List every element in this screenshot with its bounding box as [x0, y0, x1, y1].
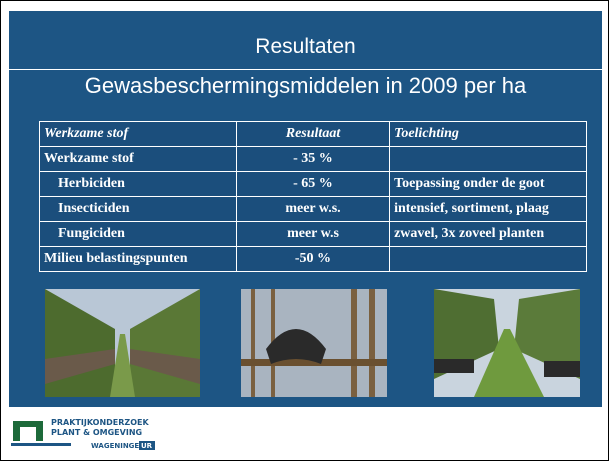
photo-rows — [434, 289, 580, 397]
table-cell: meer w.s — [236, 222, 389, 247]
logo-line: WAGENINGEN — [91, 442, 145, 450]
table-cell: - 35 % — [236, 147, 389, 172]
table-row: Herbiciden- 65 %Toepassing onder de goot — [40, 172, 587, 197]
header-cell: Resultaat — [236, 122, 389, 147]
table-cell: Insecticiden — [40, 197, 237, 222]
table-cell: Fungiciden — [40, 222, 237, 247]
photo-gutter — [241, 289, 387, 397]
logo: PRAKTIJKONDERZOEK PLANT & OMGEVING WAGEN… — [11, 413, 231, 453]
photo-greenhouse — [45, 289, 200, 397]
slide-body: Resultaten Gewasbeschermingsmiddelen in … — [9, 11, 602, 407]
table-cell: Herbiciden — [40, 172, 237, 197]
table-cell: zwavel, 3x zoveel planten — [390, 222, 587, 247]
table-cell — [390, 147, 587, 172]
table-cell: Milieu belastingspunten — [40, 247, 237, 272]
table-cell — [390, 247, 587, 272]
table-cell: intensief, sortiment, plaag — [390, 197, 587, 222]
logo-line: PRAKTIJKONDERZOEK — [51, 418, 149, 427]
logo-ur: UR — [141, 442, 153, 450]
header-cell: Toelichting — [390, 122, 587, 147]
table-cell: Toepassing onder de goot — [390, 172, 587, 197]
table-cell: - 65 % — [236, 172, 389, 197]
table-cell: Werkzame stof — [40, 147, 237, 172]
table-cell: meer w.s. — [236, 197, 389, 222]
table-cell: -50 % — [236, 247, 389, 272]
logo-line: PLANT & OMGEVING — [51, 428, 142, 437]
table-row: Werkzame stof- 35 % — [40, 147, 587, 172]
title-rule — [9, 69, 602, 70]
slide: Resultaten Gewasbeschermingsmiddelen in … — [0, 0, 609, 461]
table-row: Milieu belastingspunten-50 % — [40, 247, 587, 272]
header-cell: Werkzame stof — [40, 122, 237, 147]
subtitle: Gewasbeschermingsmiddelen in 2009 per ha — [9, 73, 602, 99]
title: Resultaten — [9, 35, 602, 59]
